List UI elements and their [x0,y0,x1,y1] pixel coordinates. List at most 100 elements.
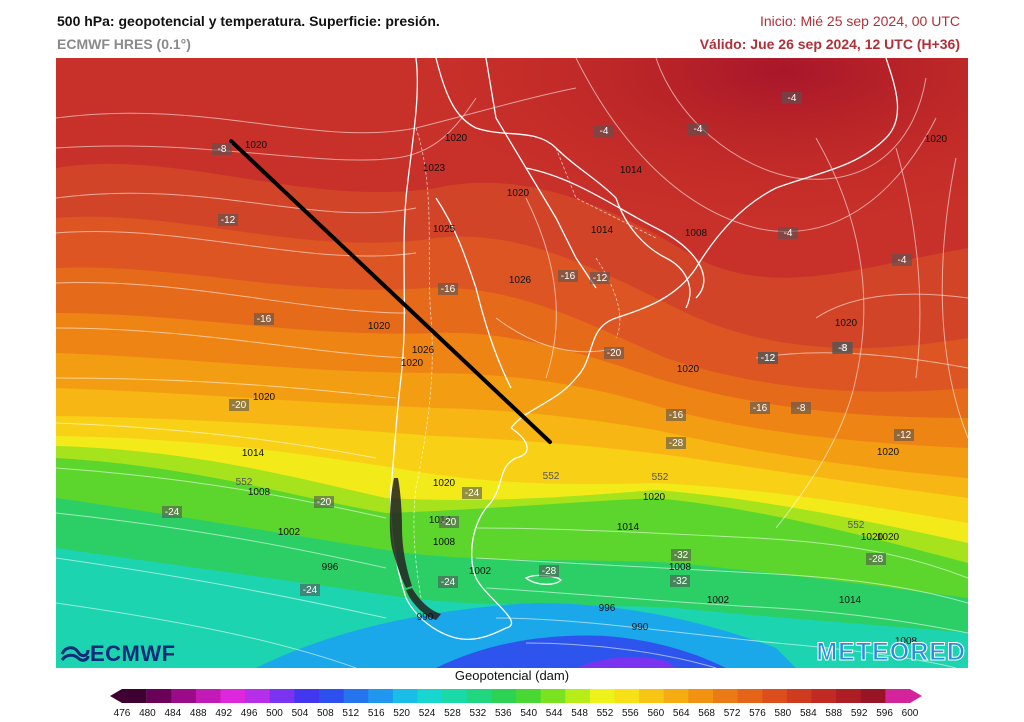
temperature-label-bg [671,549,691,561]
temperature-label: -4 [898,255,907,266]
temperature-label: -8 [797,403,806,414]
pressure-label: 1014 [617,522,640,533]
colorbar-swatch [171,689,197,703]
weather-map[interactable]: 1020 1020 1014 1020 1008 1020 1014 1026 1025 1023… [56,58,968,668]
valid-time: Válido: Jue 26 sep 2024, 12 UTC (H+36) [699,36,960,52]
pressure-label: 1023 [423,163,446,174]
colorbar-swatch [614,689,640,703]
colorbar-swatch [417,689,443,703]
temperature-label: -8 [839,343,848,354]
temperature-label-bg [778,227,798,239]
pressure-label: 1020 [877,447,900,458]
colorbar-tick-label: 588 [825,708,843,719]
temperature-label: -4 [600,126,609,137]
temperature-label-bg [462,487,482,499]
pressure-label: 996 [599,603,616,614]
pressure-label: 1020 [877,532,900,543]
pressure-label: 1014 [839,595,862,606]
colorbar-tick-label: 560 [647,708,665,719]
colorbar-tick-label: 484 [164,708,182,719]
temperature-label-bg [594,125,614,137]
pressure-label: 990 [632,622,649,633]
colorbar-swatch [639,689,665,703]
temperature-label: -32 [674,550,689,561]
pressure-label: 1014 [591,225,614,236]
colorbar-swatch [589,689,615,703]
pressure-label: 1025 [433,224,456,235]
colorbar-tick-label: 512 [342,708,360,719]
pressure-label: 1020 [245,140,268,151]
colorbar-tick-label: 572 [723,708,741,719]
colorbar-tick-label: 488 [189,708,207,719]
pressure-label: 1020 [507,188,530,199]
pressure-label: 996 [322,562,339,573]
temperature-label: -32 [673,576,688,587]
contours [56,58,968,668]
colorbar [110,689,922,703]
country-borders [413,127,657,599]
pressure-label: 1026 [509,275,532,286]
temperature-label: -12 [593,273,608,284]
colorbar-swatch [146,689,172,703]
colorbar-tick-label: 540 [520,708,538,719]
pressure-label: 1008 [685,228,708,239]
temperature-label: -4 [788,93,797,104]
cross-section-line[interactable] [229,139,552,444]
colorbar-swatch [392,689,418,703]
ecmwf-logo-text: ECMWF [90,641,176,666]
colorbar-tick-label: 592 [850,708,868,719]
colorbar-tick-label: 556 [622,708,639,719]
isohypse-label: 552 [848,520,865,531]
colorbar-swatch [713,689,739,703]
colorbar-tick-label: 508 [317,708,334,719]
colorbar-swatch [737,689,763,703]
temperature-label: -16 [257,314,272,325]
temperature-label-bg [162,506,182,518]
temperature-label-bg [894,429,914,441]
pressure-label: 1008 [248,487,271,498]
colorbar-swatch [294,689,320,703]
colorbar-tick-label: 544 [545,708,563,719]
isohypse-label: 552 [236,477,253,488]
temperature-label-bg [438,576,458,588]
temperature-label: -24 [465,488,480,499]
pressure-label: 1020 [643,492,666,503]
colorbar-tick-label: 480 [139,708,156,719]
temperature-label-bg [833,342,853,354]
isohypse-label: 552 [543,471,560,482]
temperature-label: -8 [218,144,227,155]
pressure-label: 1002 [707,595,730,606]
temperature-label: -16 [753,403,768,414]
temperature-label: -20 [607,348,622,359]
isohypse-label: 552 [652,472,669,483]
pressure-label: 1020 [433,478,456,489]
colorbar-swatch [565,689,591,703]
colorbar-swatch [442,689,468,703]
colorbar-title: Geopotencial (dam) [454,668,570,683]
colorbar-swatch [516,689,542,703]
meteored-logo: METEORED [816,638,966,667]
temperature-label-bg [670,575,690,587]
colorbar-tick-label: 520 [393,708,410,719]
ecmwf-logo: ECMWF [60,641,176,667]
temperature-label: -12 [761,353,776,364]
temperature-label: -16 [441,284,456,295]
band-north-core [356,58,968,318]
pressure-label: 1020 [253,392,276,403]
colorbar-tick-label: 528 [444,708,461,719]
colorbar-swatch [663,689,689,703]
colorbar-tick-label: 584 [799,708,817,719]
colorbar-swatch [343,689,369,703]
pressure-label: 990 [417,612,434,623]
temperature-label-bg [590,272,610,284]
colorbar-tick-label: 516 [367,708,385,719]
pressure-label: 1014 [242,448,265,459]
pressure-label: 1002 [469,566,492,577]
temperature-label: -12 [221,215,236,226]
colorbar-tick-label: 476 [113,708,131,719]
temperature-label: -20 [442,517,457,528]
temperature-label-bg [539,565,559,577]
temperature-label-bg [688,123,708,135]
temperature-label: -28 [542,566,557,577]
temperature-label: -4 [694,124,703,135]
